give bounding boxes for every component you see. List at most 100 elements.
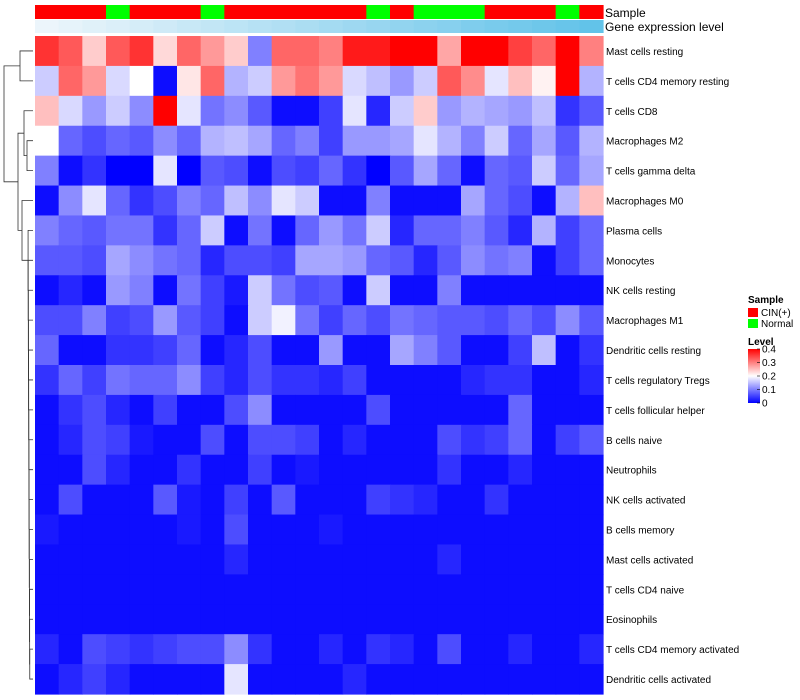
heatmap-cell [508,454,533,486]
heatmap-cell [35,514,60,546]
heatmap-cell [224,155,249,187]
heatmap-cell [200,335,225,366]
heatmap-cell [579,604,604,635]
heatmap-cell [532,574,557,605]
annotation-label-sample: Sample [605,6,646,20]
heatmap-cell [437,634,462,665]
heatmap-cell [366,454,391,486]
heatmap-cell [295,125,320,157]
heatmap-cell [484,245,509,276]
sample-annotation-cell [58,5,83,19]
heatmap-cell [437,484,462,516]
heatmap-cell [153,275,178,306]
heatmap-cell [58,125,83,157]
heatmap-cell [248,544,273,575]
heatmap-cell [106,36,131,67]
heatmap-cell [153,574,178,605]
heatmap-cell [271,36,296,67]
heatmap-cell [413,604,438,635]
heatmap-cell [177,365,202,396]
heatmap-cell [271,634,296,665]
heatmap-cell [129,245,154,276]
heatmap-cell [271,514,296,546]
heatmap-cell [484,484,509,516]
heatmap-cell [129,634,154,665]
heatmap-cell [555,604,580,635]
heatmap-cell [200,574,225,605]
heatmap-cell [390,245,415,276]
heatmap-cell [532,544,557,575]
heatmap-cell [35,305,60,336]
heatmap-cell [366,36,391,67]
expression-annotation-cell [106,20,131,33]
heatmap-cell [342,424,367,456]
heatmap-cell [200,514,225,546]
heatmap-cell [319,664,344,695]
heatmap-cell [390,185,415,217]
heatmap-cell [413,185,438,217]
heatmap-cell [35,215,60,246]
heatmap-cell [200,65,225,97]
heatmap-cell [177,664,202,695]
heatmap-cell [342,215,367,246]
row-label: T cells CD4 naive [606,585,685,596]
heatmap-cell [177,305,202,336]
heatmap-cell [484,125,509,157]
heatmap-cell [413,484,438,516]
heatmap-cell [437,36,462,67]
heatmap-cell [295,65,320,97]
heatmap-cell [271,305,296,336]
heatmap-cell [579,574,604,605]
heatmap-cell [342,95,367,127]
heatmap-cell [508,245,533,276]
heatmap-cell [248,664,273,695]
heatmap-cell [390,155,415,187]
heatmap-cell [579,275,604,306]
heatmap-cell [508,125,533,157]
heatmap-cell [437,185,462,217]
heatmap-cell [319,424,344,456]
heatmap-cell [35,604,60,635]
heatmap-cell [82,65,107,97]
expression-annotation-cell [555,20,580,33]
heatmap-cell [248,305,273,336]
heatmap-cell [413,574,438,605]
heatmap-cell [106,155,131,187]
heatmap-cell [508,514,533,546]
heatmap-cell [508,275,533,306]
row-label: Monocytes [606,256,654,267]
heatmap-cell [366,125,391,157]
heatmap-cell [461,335,486,366]
heatmap-cell [532,514,557,546]
sample-annotation-cell [224,5,249,19]
expression-annotation-cell [177,20,202,33]
heatmap-cell [58,305,83,336]
heatmap-cell [248,604,273,635]
heatmap-cell [366,544,391,575]
heatmap-cell [555,365,580,396]
heatmap-cell [271,454,296,486]
heatmap-cell [390,36,415,67]
heatmap-cell [579,634,604,665]
heatmap-cell [295,514,320,546]
heatmap-cell [484,275,509,306]
heatmap-cell [106,574,131,605]
heatmap-cell [248,125,273,157]
heatmap-cell [342,604,367,635]
heatmap-cell [295,36,320,67]
heatmap-cell [177,335,202,366]
heatmap-cell [508,95,533,127]
heatmap-cell [484,185,509,217]
sample-annotation-cell [295,5,320,19]
heatmap-cell [248,155,273,187]
heatmap-cell [461,604,486,635]
heatmap-cell [58,664,83,695]
heatmap-cell [579,185,604,217]
expression-annotation-cell [508,20,533,33]
heatmap-cell [342,335,367,366]
heatmap-cell [366,365,391,396]
heatmap-cell [177,155,202,187]
heatmap-cell [342,65,367,97]
heatmap-cell [319,634,344,665]
heatmap-cell [555,215,580,246]
